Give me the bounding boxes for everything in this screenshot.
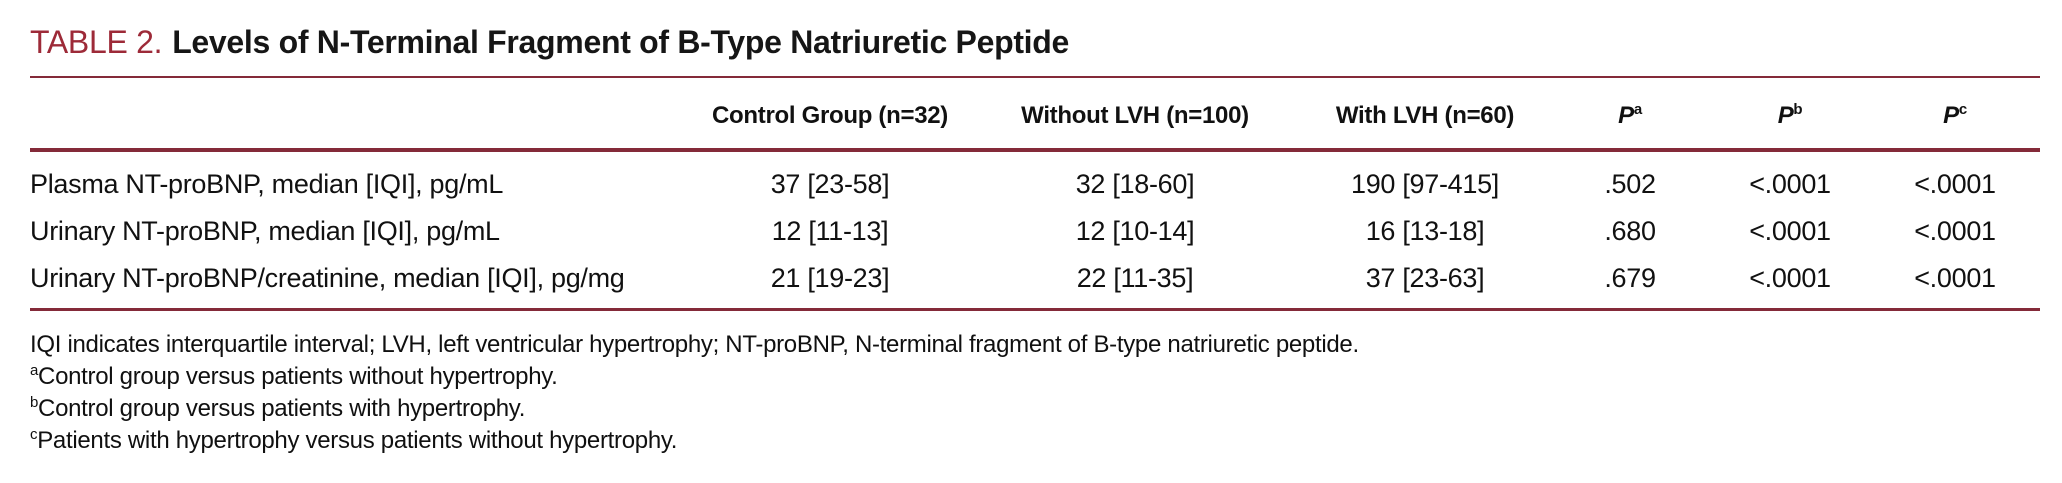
- cell-p-b: <.0001: [1749, 169, 1831, 199]
- cell-control: 21 [19-23]: [770, 263, 890, 293]
- cell-p-a: .680: [1604, 216, 1656, 246]
- footnote-b-text: Control group versus patients with hyper…: [38, 395, 526, 422]
- row-label: Plasma NT-proBNP, median [IQI], pg/mL: [30, 169, 504, 199]
- table-number-label: TABLE 2.: [30, 24, 163, 60]
- cell-p-c: <.0001: [1914, 169, 1996, 199]
- p-c-superscript: c: [1958, 101, 1967, 118]
- header-with-lvh: With LVH (n=60): [1300, 77, 1550, 152]
- footnote-b-marker: b: [30, 394, 39, 411]
- footnote-b: bControl group versus patients with hype…: [30, 393, 2040, 425]
- cell-p-b: <.0001: [1749, 216, 1831, 246]
- table-row: Plasma NT-proBNP, median [IQI], pg/mL 37…: [30, 150, 2040, 208]
- cell-without-lvh: 32 [18-60]: [1075, 169, 1195, 199]
- header-p-a: Pa: [1550, 77, 1710, 152]
- table-header-row: Control Group (n=32) Without LVH (n=100)…: [30, 77, 2040, 152]
- footnote-c-marker: c: [30, 426, 38, 443]
- p-value-symbol: P: [1943, 102, 1959, 129]
- cell-without-lvh: 22 [11-35]: [1076, 263, 1194, 293]
- cell-control: 12 [11-13]: [771, 216, 889, 246]
- cell-with-lvh: 190 [97-415]: [1350, 169, 1500, 199]
- footnote-a: aControl group versus patients without h…: [30, 361, 2040, 393]
- cell-p-a: .679: [1604, 263, 1656, 293]
- footnote-abbreviations: IQI indicates interquartile interval; LV…: [30, 331, 1359, 358]
- p-value-symbol: P: [1618, 102, 1634, 129]
- cell-with-lvh: 16 [13-18]: [1365, 216, 1485, 246]
- table-title-text: Levels of N-Terminal Fragment of B-Type …: [172, 24, 1070, 60]
- p-a-superscript: a: [1633, 101, 1642, 118]
- p-value-symbol: P: [1777, 102, 1794, 129]
- footnote-a-text: Control group versus patients without hy…: [38, 363, 558, 390]
- data-table: Control Group (n=32) Without LVH (n=100)…: [30, 76, 2040, 311]
- header-without-lvh: Without LVH (n=100): [970, 77, 1300, 152]
- table-footnotes: IQI indicates interquartile interval; LV…: [30, 329, 2040, 457]
- cell-p-b: <.0001: [1749, 263, 1831, 293]
- cell-without-lvh: 12 [10-14]: [1075, 216, 1195, 246]
- footnote-a-marker: a: [30, 362, 39, 379]
- table-title: TABLE 2. Levels of N-Terminal Fragment of…: [0, 0, 2062, 60]
- row-label: Urinary NT-proBNP/creatinine, median [IQ…: [30, 263, 625, 293]
- table-row: Urinary NT-proBNP/creatinine, median [IQ…: [30, 255, 2040, 310]
- table-row: Urinary NT-proBNP, median [IQI], pg/mL 1…: [30, 208, 2040, 255]
- footnote-c-text: Patients with hypertrophy versus patient…: [37, 427, 678, 454]
- cell-p-c: <.0001: [1914, 216, 1996, 246]
- cell-p-a: .502: [1604, 169, 1656, 199]
- cell-with-lvh: 37 [23-63]: [1365, 263, 1485, 293]
- cell-control: 37 [23-58]: [770, 169, 890, 199]
- header-p-b: Pb: [1710, 77, 1870, 152]
- header-p-c: Pc: [1870, 77, 2040, 152]
- header-control-group: Control Group (n=32): [690, 77, 970, 152]
- cell-p-c: <.0001: [1914, 263, 1996, 293]
- row-label: Urinary NT-proBNP, median [IQI], pg/mL: [30, 216, 500, 246]
- header-stub: [30, 77, 690, 152]
- p-b-superscript: b: [1793, 101, 1803, 118]
- footnote-c: cPatients with hypertrophy versus patien…: [30, 425, 2040, 457]
